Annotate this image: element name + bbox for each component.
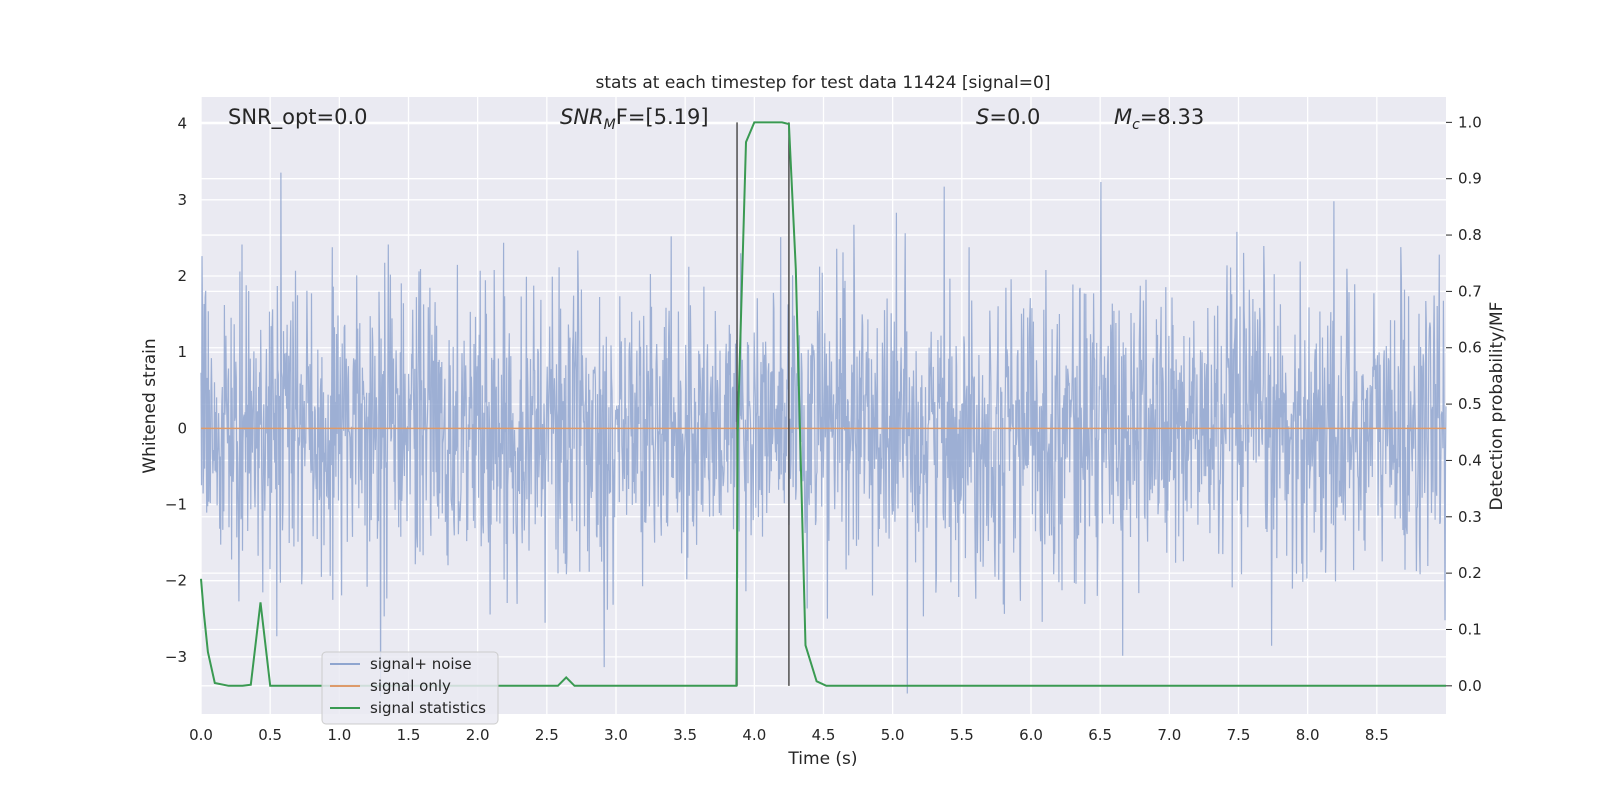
series-signal-noise (200, 172, 1447, 697)
y-tick-label: 4 (177, 115, 187, 133)
s-annotation: S=0.0 (976, 105, 1040, 129)
x-tick-label: 1.5 (397, 726, 421, 744)
y2-tick-label: 0.5 (1458, 395, 1482, 413)
s-value: =0.0 (989, 105, 1040, 129)
x-tick-label: 1.0 (327, 726, 351, 744)
x-ticks: 0.0 0.5 1.0 1.5 2.0 2.5 3.0 3.5 4.0 4.5 5.0 5.5 6.0 6… (189, 726, 1389, 744)
y2-tick-label: 0.4 (1458, 451, 1482, 469)
y2-tick-label: 0.7 (1458, 282, 1482, 300)
y-ticks: 4 3 2 1 0 −1 −2 −3 (165, 115, 187, 666)
snr-mf-value: F=[5.19] (616, 105, 709, 129)
y2-tick-label: 0.0 (1458, 677, 1482, 695)
x-tick-label: 8.0 (1296, 726, 1320, 744)
y2-ticks: 1.0 0.9 0.8 0.7 0.6 0.5 0.4 0.3 0.2 0.1 0.0 (1446, 113, 1482, 695)
y-tick-label: 0 (177, 419, 187, 437)
snr-mf-annotation: SNRMF=[5.19] (560, 105, 709, 133)
y-tick-label: −1 (165, 496, 187, 514)
y-tick-label: 2 (177, 267, 187, 285)
y-tick-label: −3 (165, 648, 187, 666)
y-tick-label: −2 (165, 572, 187, 590)
legend-label-signal-only: signal only (370, 677, 451, 695)
legend: signal+ noise signal only signal statist… (321, 651, 499, 725)
mc-annotation: Mc=8.33 (1114, 105, 1204, 133)
x-tick-label: 5.0 (881, 726, 905, 744)
x-tick-label: 7.5 (1227, 726, 1251, 744)
grid (200, 97, 1446, 714)
signal-statistics-line (200, 121, 1446, 687)
x-tick-label: 0.5 (258, 726, 282, 744)
snr-mf-subscript: M (604, 117, 616, 133)
y-axis-label: Whitened strain (140, 338, 160, 473)
x-tick-label: 3.0 (604, 726, 628, 744)
y2-tick-label: 0.1 (1458, 620, 1482, 638)
x-tick-label: 6.5 (1088, 726, 1112, 744)
mc-value: =8.33 (1140, 105, 1204, 129)
signal-noise-line (200, 172, 1447, 697)
y2-tick-label: 0.2 (1458, 564, 1482, 582)
y2-tick-label: 0.9 (1458, 170, 1482, 188)
y2-tick-label: 0.6 (1458, 339, 1482, 357)
mc-symbol: M (1114, 105, 1132, 129)
x-tick-label: 8.5 (1365, 726, 1389, 744)
snr-mf-symbol: SNR (560, 105, 604, 129)
x-tick-label: 7.0 (1157, 726, 1181, 744)
y-tick-label: 3 (177, 191, 187, 209)
x-tick-label: 4.5 (812, 726, 836, 744)
mc-subscript: c (1132, 117, 1140, 133)
x-tick-label: 0.0 (189, 726, 213, 744)
y2-tick-label: 0.3 (1458, 508, 1482, 526)
series-signal-statistics (200, 121, 1446, 687)
y2-tick-label: 1.0 (1458, 113, 1482, 131)
x-tick-label: 3.5 (673, 726, 697, 744)
legend-label-signal-noise: signal+ noise (370, 655, 472, 673)
y-tick-label: 1 (177, 343, 187, 361)
legend-label-signal-statistics: signal statistics (370, 699, 486, 717)
x-tick-label: 2.5 (535, 726, 559, 744)
y2-tick-label: 0.8 (1458, 226, 1482, 244)
x-tick-label: 2.0 (466, 726, 490, 744)
snr-opt-annotation: SNR_opt=0.0 (228, 105, 368, 130)
legend-frame (321, 651, 499, 725)
x-tick-label: 6.0 (1019, 726, 1043, 744)
x-axis-label: Time (s) (787, 749, 857, 769)
chart-title: stats at each timestep for test data 114… (596, 73, 1051, 93)
x-tick-label: 5.5 (950, 726, 974, 744)
x-tick-label: 4.0 (742, 726, 766, 744)
y2-axis-label: Detection probability/MF (1487, 302, 1507, 511)
s-symbol: S (976, 105, 989, 129)
